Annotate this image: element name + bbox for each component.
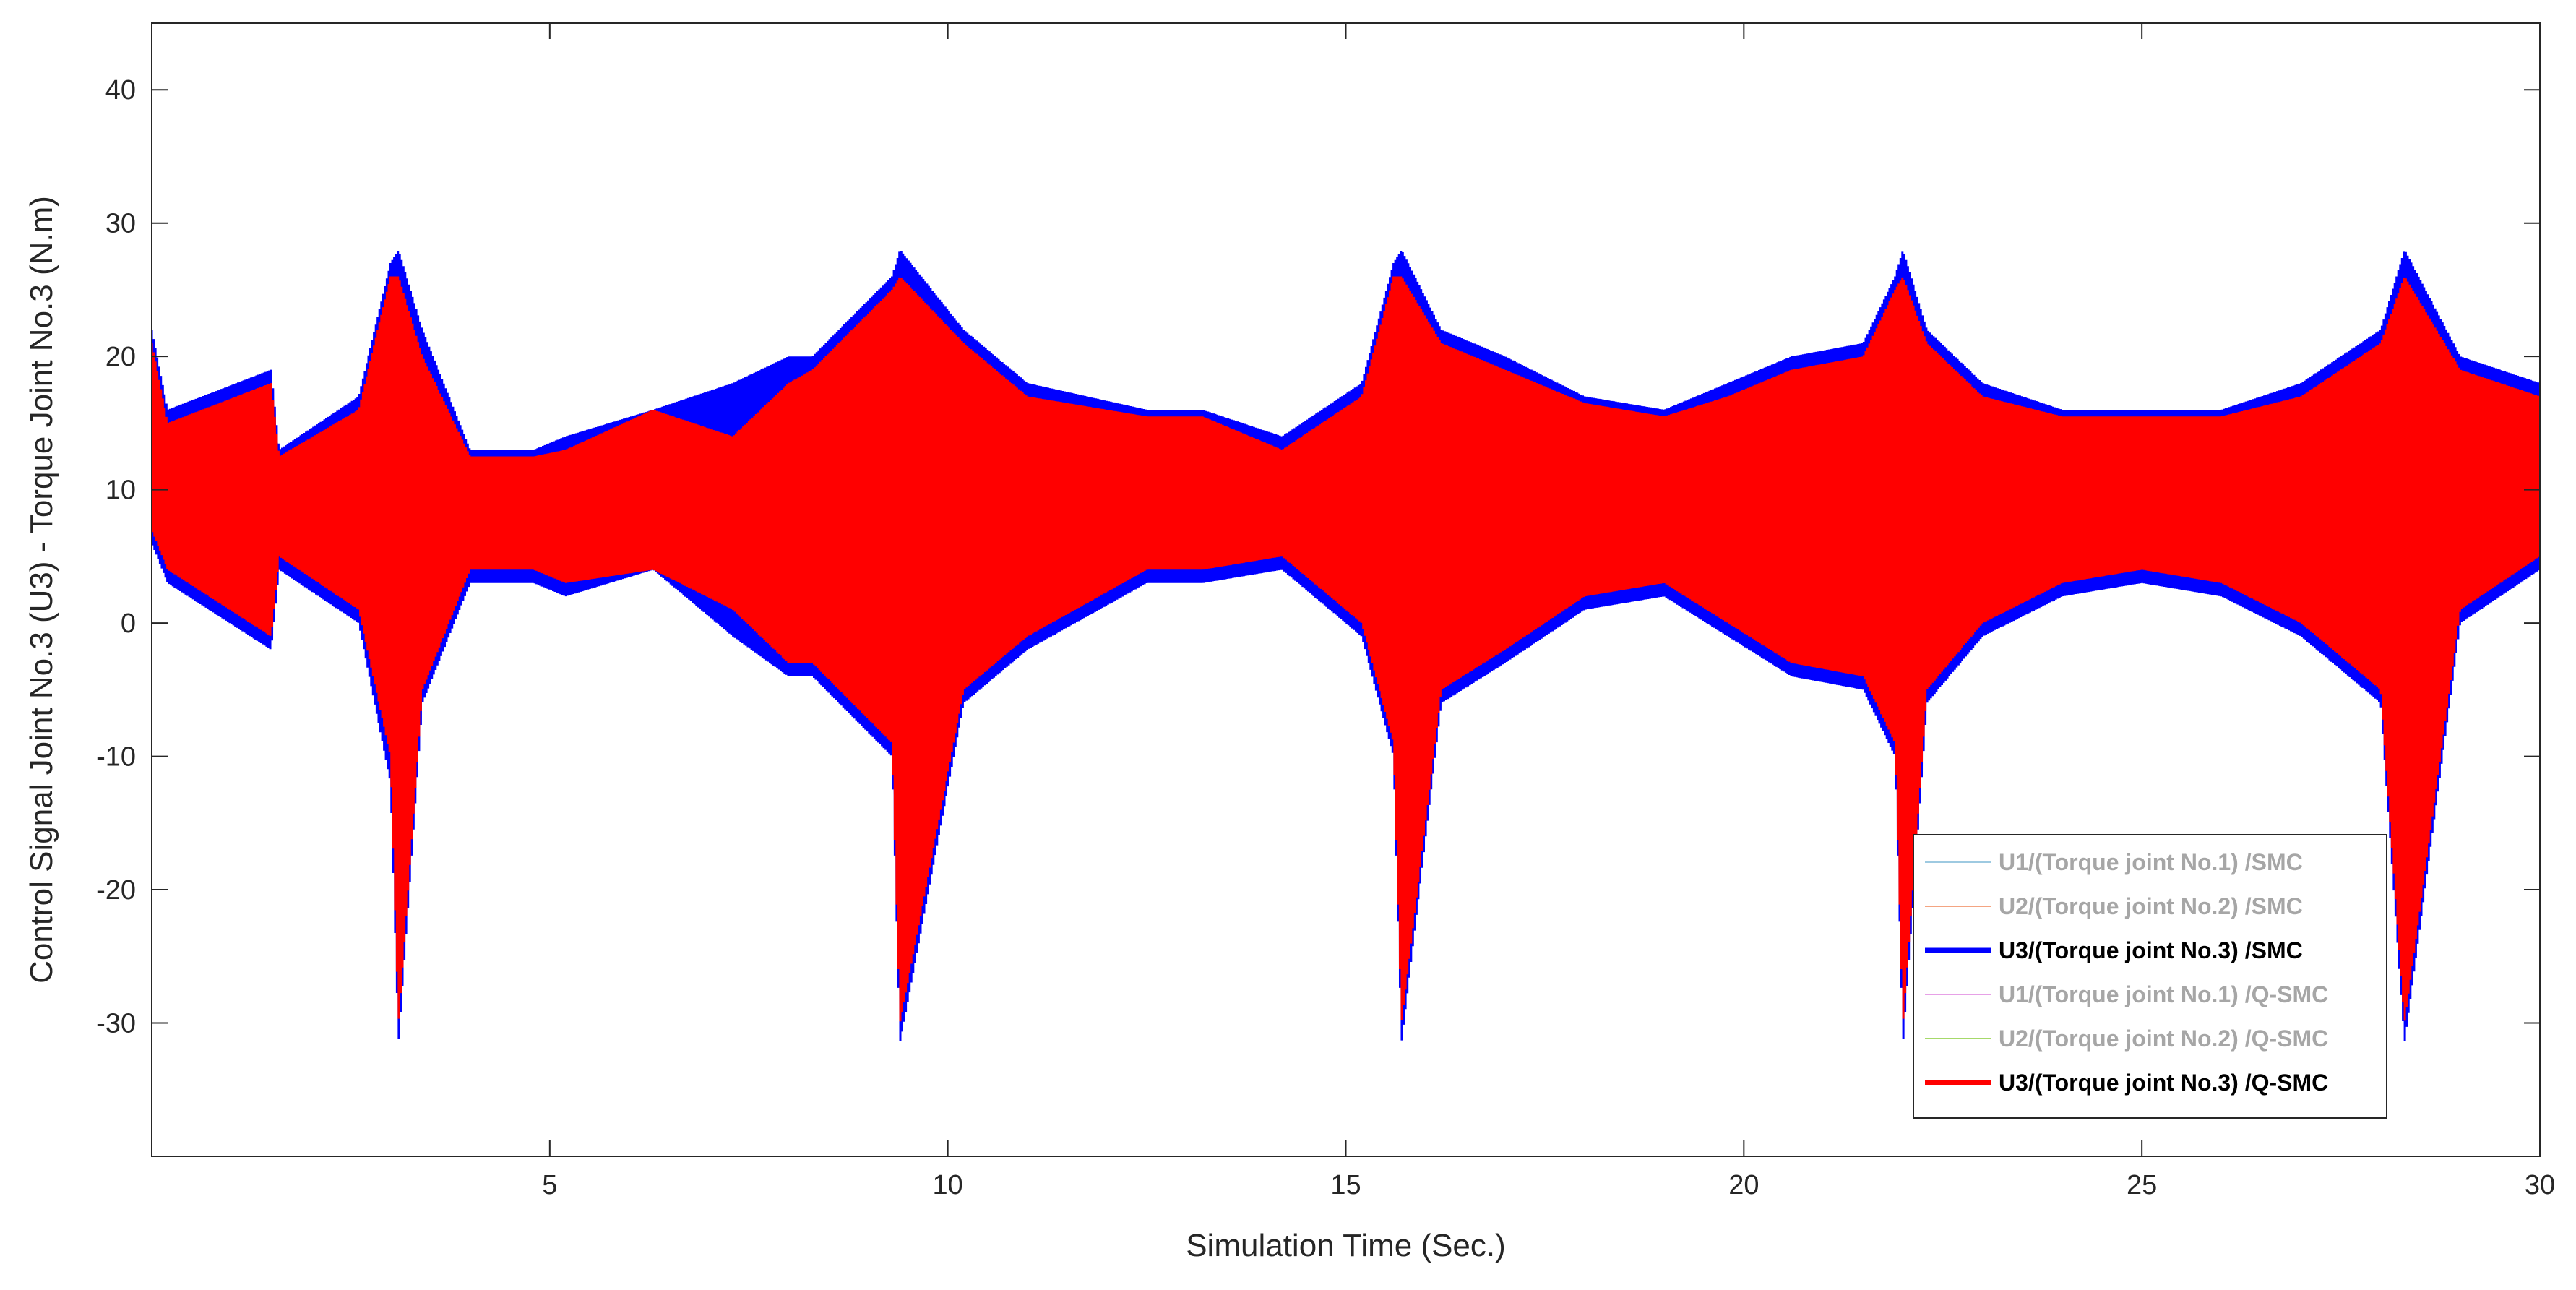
y-axis-label: Control Signal Joint No.3 (U3) - Torque … bbox=[24, 196, 59, 984]
legend-entry-label: U2/(Torque joint No.2) /Q-SMC bbox=[1999, 1025, 2328, 1052]
y-tick-label: -30 bbox=[96, 1009, 136, 1039]
legend-box bbox=[1913, 834, 2387, 1119]
legend-entry-label: U3/(Torque joint No.3) /Q-SMC bbox=[1999, 1070, 2328, 1096]
x-tick-label: 25 bbox=[2127, 1170, 2157, 1200]
y-tick-label: 40 bbox=[105, 75, 136, 106]
legend-entry-label: U1/(Torque joint No.1) /SMC bbox=[1999, 849, 2303, 875]
y-tick-label: -10 bbox=[96, 742, 136, 773]
legend-entry-label: U1/(Torque joint No.1) /Q-SMC bbox=[1999, 981, 2328, 1007]
series-envelope-5 bbox=[152, 295, 2540, 982]
y-tick-label: -20 bbox=[96, 875, 136, 906]
y-tick-label: 20 bbox=[105, 342, 136, 372]
y-axis: 40 30 20 10 0 -10 -20 -30 bbox=[96, 75, 2540, 1039]
legend-entry-label: U3/(Torque joint No.3) /SMC bbox=[1999, 937, 2303, 963]
x-axis-label: Simulation Time (Sec.) bbox=[1186, 1228, 1506, 1263]
plot-area bbox=[152, 250, 2540, 1041]
y-tick-label: 30 bbox=[105, 209, 136, 239]
x-tick-label: 15 bbox=[1330, 1170, 1361, 1200]
y-tick-label: 10 bbox=[105, 476, 136, 506]
y-tick-label: 0 bbox=[121, 609, 136, 639]
x-tick-label: 20 bbox=[1728, 1170, 1759, 1200]
x-tick-label: 10 bbox=[933, 1170, 963, 1200]
x-tick-label: 5 bbox=[542, 1170, 557, 1200]
x-axis: 5 10 15 20 25 30 bbox=[542, 23, 2555, 1200]
legend-entry-label: U2/(Torque joint No.2) /SMC bbox=[1999, 893, 2303, 919]
x-tick-label: 30 bbox=[2525, 1170, 2555, 1200]
legend: U1/(Torque joint No.1) /SMC U2/(Torque jo… bbox=[1913, 834, 2387, 1119]
